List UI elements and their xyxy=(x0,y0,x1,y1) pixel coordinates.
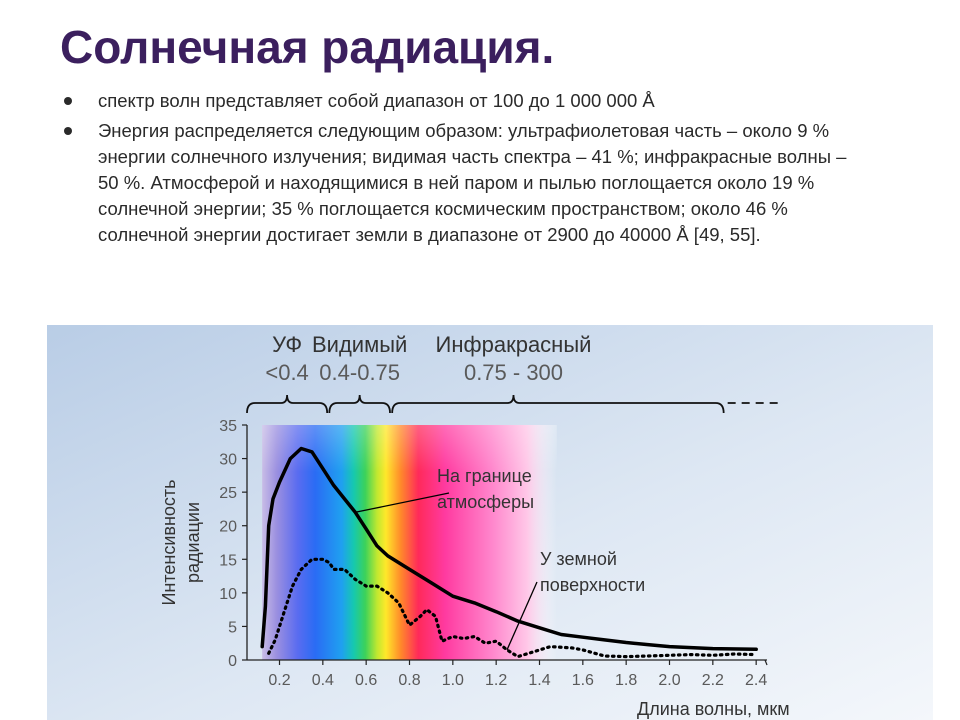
x-tick-label: 1.6 xyxy=(572,672,594,689)
y-tick-label: 0 xyxy=(228,653,237,670)
x-tick-label: 2.2 xyxy=(702,672,724,689)
region-brace xyxy=(328,394,391,414)
x-tick-label: 2.0 xyxy=(658,672,680,689)
x-tick-label: 0.2 xyxy=(268,672,290,689)
x-tick-label: 1.2 xyxy=(485,672,507,689)
annotation-label-line: атмосферы xyxy=(437,492,534,512)
region-name-label: Инфракрасный xyxy=(436,332,592,357)
y-axis-title-line: радиации xyxy=(183,502,203,583)
slide-title: Солнечная радиация. xyxy=(60,21,555,73)
bullet-dot-icon xyxy=(64,97,72,105)
bullet-dot-icon xyxy=(64,127,72,135)
annotation-label-line: На границе xyxy=(437,466,532,486)
x-tick-label: 1.4 xyxy=(528,672,550,689)
x-tick-label: 0.6 xyxy=(355,672,377,689)
x-tick-label: 0.4 xyxy=(312,672,334,689)
spectrum-chart: УФ <0.4 Видимый 0.4-0.75 Инфракрасный 0.75 - … xyxy=(47,325,933,720)
y-tick-label: 20 xyxy=(219,519,237,536)
region-brace xyxy=(391,394,725,414)
y-axis-title: Интенсивность радиации xyxy=(159,479,203,605)
x-axis-end-mark xyxy=(764,659,768,666)
y-tick-label: 35 xyxy=(219,418,237,435)
series-line-0 xyxy=(260,446,758,652)
annotation-label: На границе атмосферы xyxy=(437,466,534,512)
region-range-label: <0.4 xyxy=(265,360,308,385)
bullet-text: спектр волн представляет собой диапазон … xyxy=(98,90,655,111)
bullet-item: спектр волн представляет собой диапазон … xyxy=(60,88,860,114)
bullet-list: спектр волн представляет собой диапазон … xyxy=(60,88,860,252)
x-tick-label: 0.8 xyxy=(398,672,420,689)
series-line-1 xyxy=(267,557,758,659)
annotation-leader-line xyxy=(506,581,538,651)
annotation-leader-line xyxy=(355,492,450,513)
region-range-label: 0.4-0.75 xyxy=(319,360,400,385)
annotation-label-line: У земной xyxy=(540,549,617,569)
annotation-label: У земной поверхности xyxy=(540,549,645,595)
y-tick-label: 15 xyxy=(219,552,237,569)
bullet-text: Энергия распределяется следующим образом… xyxy=(98,120,847,245)
y-axis-title-line: Интенсивность xyxy=(159,479,179,605)
region-range-label: 0.75 - 300 xyxy=(464,360,563,385)
y-tick-label: 5 xyxy=(228,619,237,636)
bullet-item: Энергия распределяется следующим образом… xyxy=(60,118,860,248)
y-tick-label: 30 xyxy=(219,452,237,469)
region-name-label: Видимый xyxy=(312,332,407,357)
x-tick-label: 1.8 xyxy=(615,672,637,689)
annotation-label-line: поверхности xyxy=(540,575,645,595)
x-tick-label: 2.4 xyxy=(745,672,767,689)
x-tick-label: 1.0 xyxy=(442,672,464,689)
region-brace xyxy=(246,394,329,414)
x-axis-title: Длина волны, мкм xyxy=(637,699,790,719)
y-tick-label: 25 xyxy=(219,485,237,502)
region-name-label: УФ xyxy=(272,332,302,357)
y-tick-label: 10 xyxy=(219,586,237,603)
spectrum-fade xyxy=(262,425,557,660)
